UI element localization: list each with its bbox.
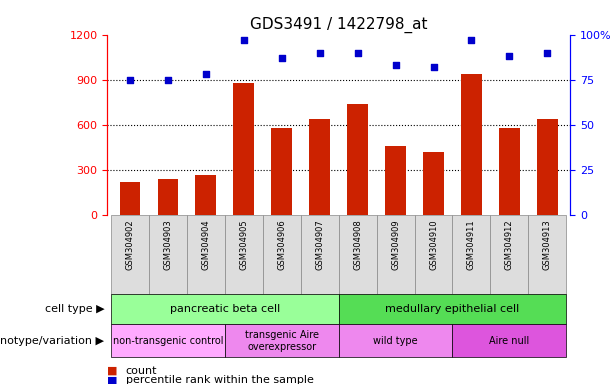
Bar <box>234 83 254 215</box>
Bar <box>339 294 566 324</box>
Bar <box>461 74 482 215</box>
Text: GSM304908: GSM304908 <box>353 219 362 270</box>
Bar <box>414 215 452 294</box>
Text: GSM304909: GSM304909 <box>391 219 400 270</box>
Bar <box>111 294 339 324</box>
Title: GDS3491 / 1422798_at: GDS3491 / 1422798_at <box>250 17 427 33</box>
Text: medullary epithelial cell: medullary epithelial cell <box>386 304 520 314</box>
Bar <box>263 215 301 294</box>
Bar <box>310 119 330 215</box>
Text: percentile rank within the sample: percentile rank within the sample <box>126 375 313 384</box>
Bar <box>149 215 187 294</box>
Bar <box>111 324 225 357</box>
Bar <box>537 119 558 215</box>
Point <box>201 71 211 77</box>
Bar <box>499 128 520 215</box>
Point <box>428 64 438 70</box>
Bar <box>225 324 339 357</box>
Bar <box>452 215 490 294</box>
Point <box>466 37 476 43</box>
Text: GSM304903: GSM304903 <box>164 219 172 270</box>
Point <box>543 50 552 56</box>
Text: non-transgenic control: non-transgenic control <box>113 336 223 346</box>
Point <box>390 62 400 68</box>
Bar <box>423 152 444 215</box>
Text: ■: ■ <box>107 366 118 376</box>
Text: GSM304910: GSM304910 <box>429 219 438 270</box>
Bar <box>339 324 452 357</box>
Text: count: count <box>126 366 157 376</box>
Point <box>163 77 173 83</box>
Text: GSM304913: GSM304913 <box>543 219 552 270</box>
Bar <box>339 215 376 294</box>
Bar <box>490 215 528 294</box>
Bar <box>111 215 149 294</box>
Text: GSM304912: GSM304912 <box>505 219 514 270</box>
Text: Aire null: Aire null <box>489 336 530 346</box>
Bar <box>187 215 225 294</box>
Text: pancreatic beta cell: pancreatic beta cell <box>170 304 280 314</box>
Text: ■: ■ <box>107 375 118 384</box>
Bar <box>385 146 406 215</box>
Bar <box>376 215 414 294</box>
Text: wild type: wild type <box>373 336 418 346</box>
Point <box>504 53 514 59</box>
Bar <box>301 215 339 294</box>
Text: transgenic Aire
overexpressor: transgenic Aire overexpressor <box>245 330 319 352</box>
Bar <box>452 324 566 357</box>
Point <box>352 50 362 56</box>
Bar <box>347 104 368 215</box>
Bar <box>196 175 216 215</box>
Text: GSM304905: GSM304905 <box>239 219 248 270</box>
Bar <box>225 215 263 294</box>
Point <box>315 50 325 56</box>
Text: GSM304907: GSM304907 <box>315 219 324 270</box>
Point <box>239 37 249 43</box>
Bar <box>158 179 178 215</box>
Text: GSM304911: GSM304911 <box>467 219 476 270</box>
Point <box>277 55 287 61</box>
Text: GSM304902: GSM304902 <box>126 219 134 270</box>
Bar <box>272 128 292 215</box>
Text: GSM304906: GSM304906 <box>277 219 286 270</box>
Point <box>125 77 135 83</box>
Text: cell type ▶: cell type ▶ <box>45 304 104 314</box>
Text: genotype/variation ▶: genotype/variation ▶ <box>0 336 104 346</box>
Bar <box>120 182 140 215</box>
Text: GSM304904: GSM304904 <box>202 219 210 270</box>
Bar <box>528 215 566 294</box>
